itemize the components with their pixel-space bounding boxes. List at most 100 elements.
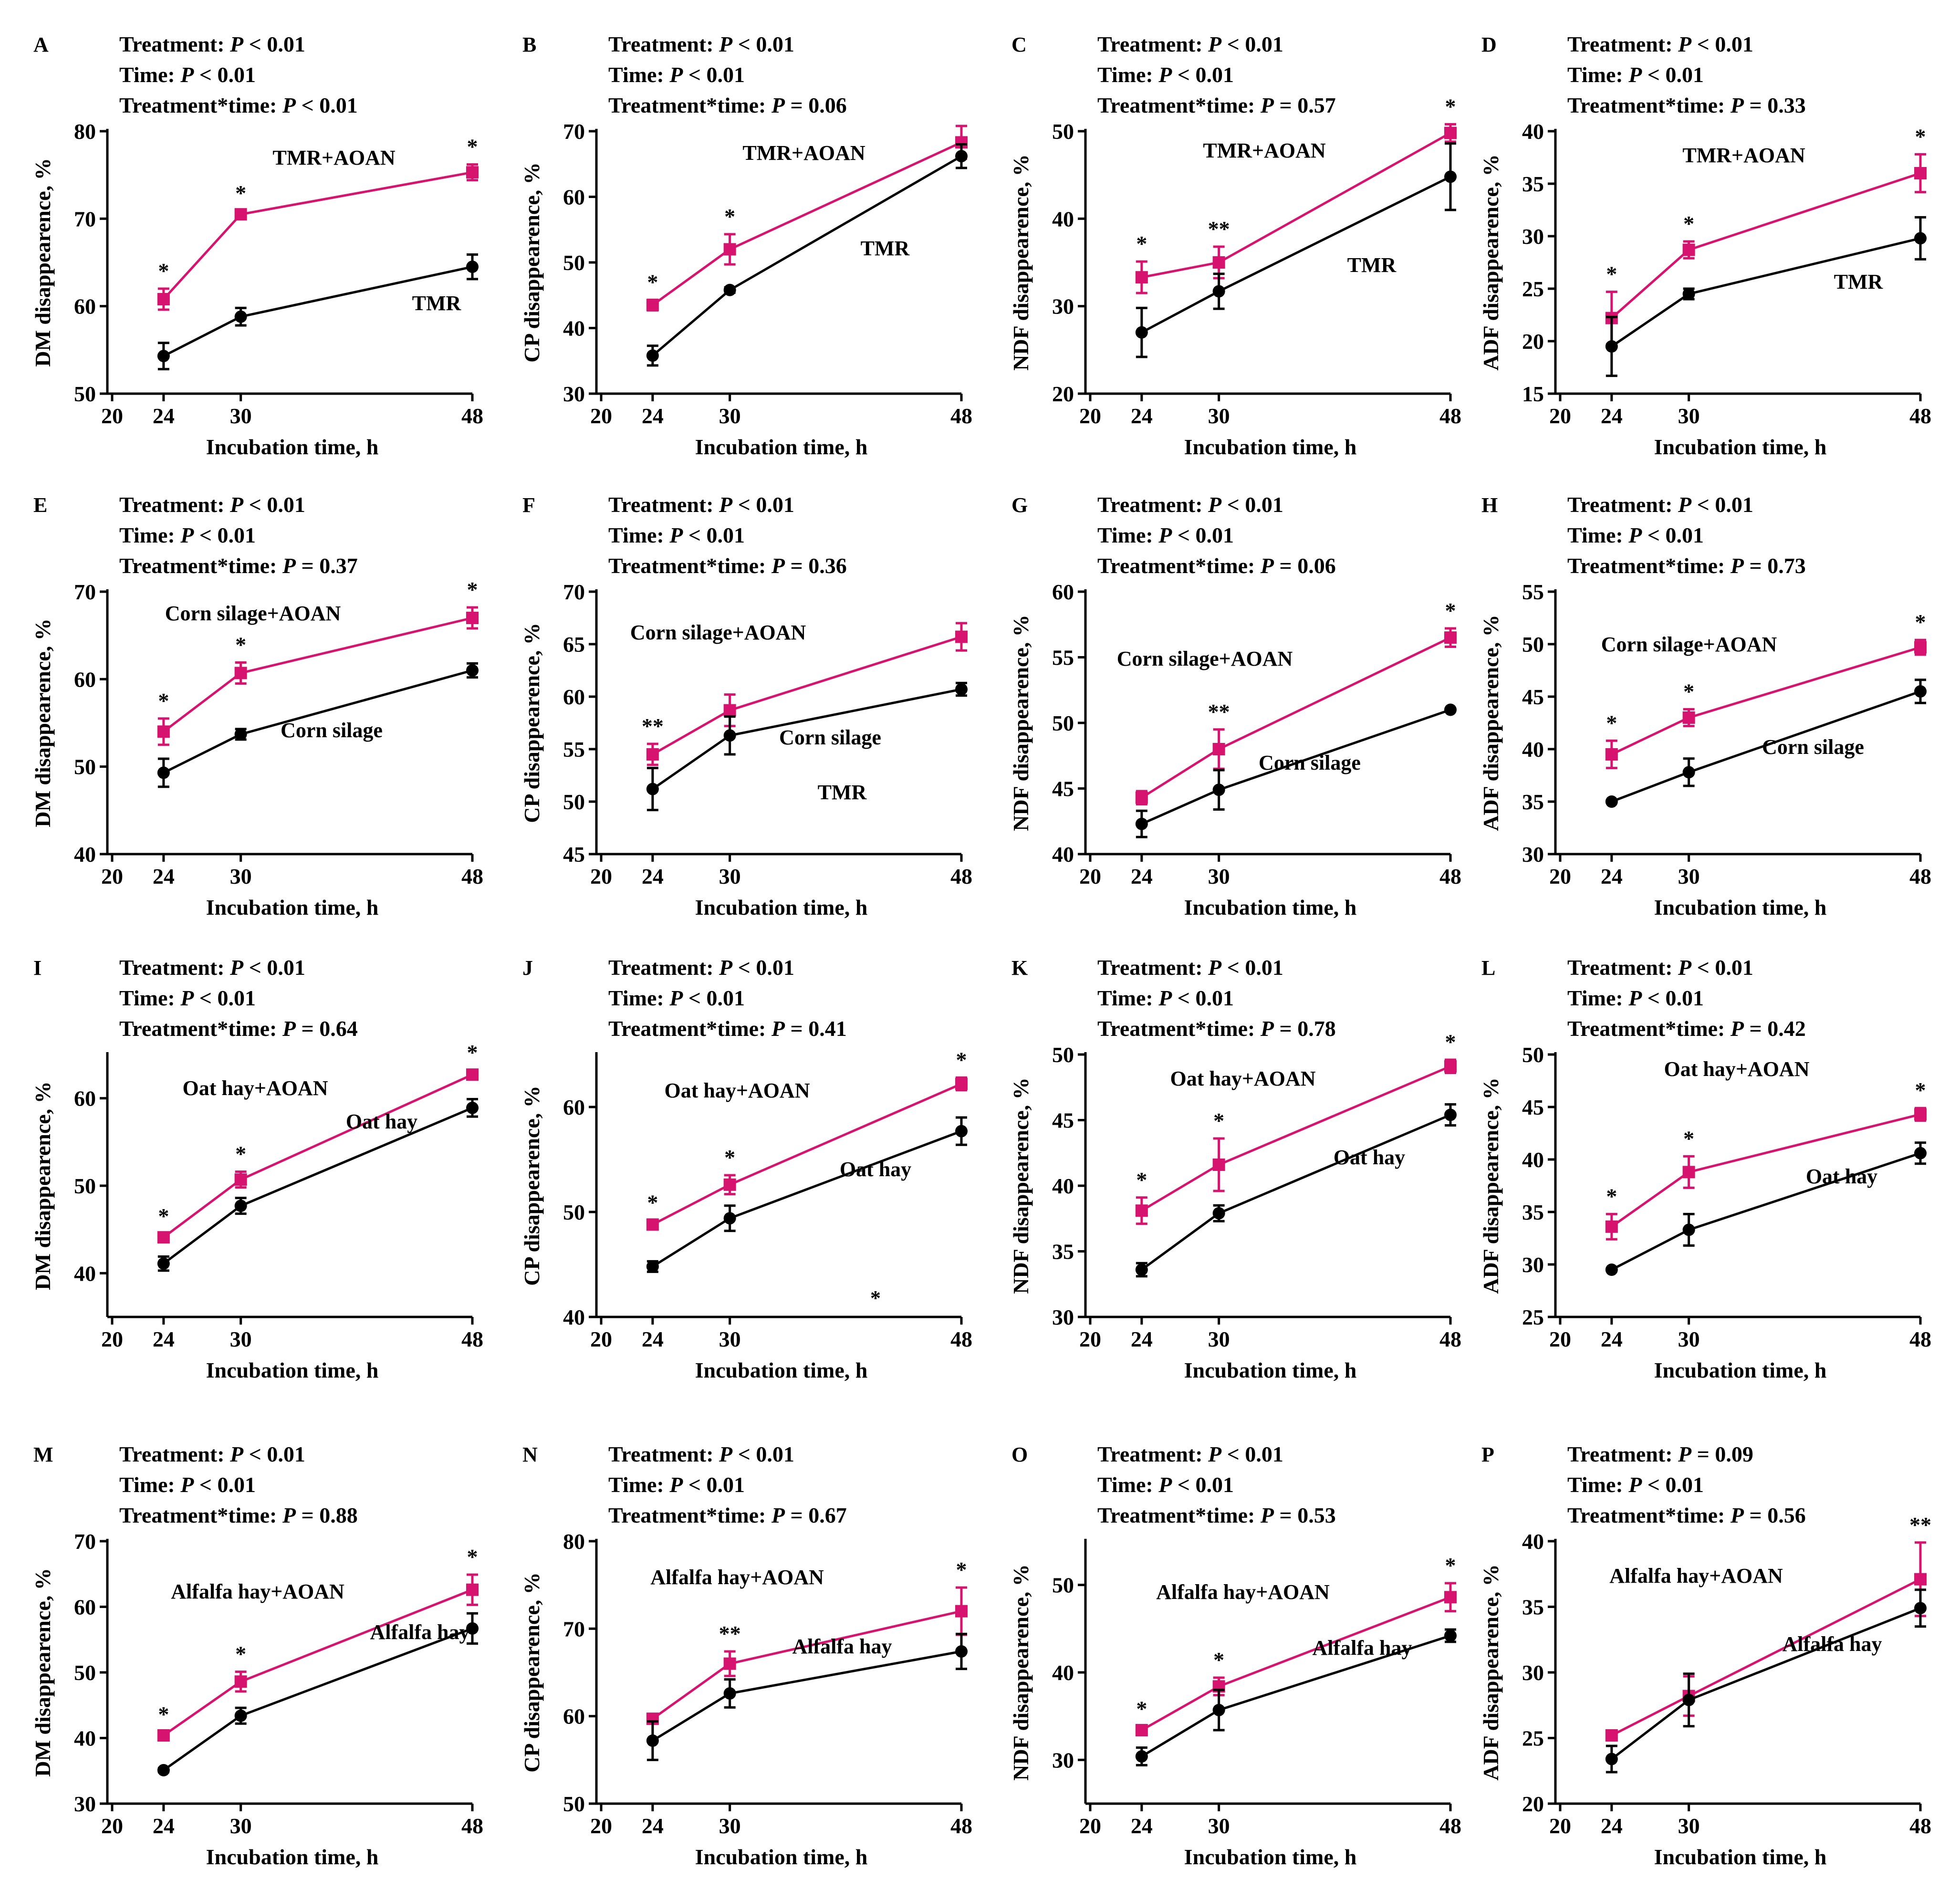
x-axis-label: Incubation time, h [695, 1358, 868, 1382]
stats-interaction: Treatment*time: P = 0.37 [119, 553, 358, 578]
y-axis-label: DM disappearence, % [31, 618, 55, 827]
stats-interaction: Treatment*time: P = 0.42 [1567, 1016, 1806, 1041]
marker-square [466, 166, 479, 179]
panel-b: B Treatment: P < 0.01 Time: P < 0.01 Treatm… [520, 32, 972, 459]
series-line-control [1611, 1607, 1921, 1760]
panel-letter: I [33, 956, 42, 980]
significance-mark: * [1213, 1108, 1224, 1133]
x-tick-label: 30 [719, 1327, 741, 1351]
significance-mark: * [1445, 94, 1456, 118]
stats-interaction: Treatment*time: P = 0.33 [1567, 93, 1806, 117]
y-tick-label: 30 [74, 1792, 96, 1816]
x-tick-label: 24 [1131, 1327, 1153, 1351]
stats-treatment: Treatment: P < 0.01 [119, 492, 305, 517]
x-tick-label: 48 [950, 404, 972, 428]
stats-treatment: Treatment: P < 0.01 [608, 955, 794, 980]
series-line-control [1141, 176, 1451, 334]
stats-interaction: Treatment*time: P = 0.56 [1567, 1503, 1806, 1527]
series-label-control: Alfalfa hay [1313, 1636, 1412, 1660]
marker-square [1682, 711, 1695, 724]
series-line-control [652, 155, 962, 357]
significance-mark: * [158, 689, 169, 713]
marker-circle [955, 683, 968, 696]
y-tick-label: 40 [1522, 119, 1544, 144]
marker-square [955, 1077, 968, 1090]
panel-p: P Treatment: P = 0.09 Time: P < 0.01 Treatm… [1479, 1442, 1931, 1869]
y-tick-label: 25 [1522, 277, 1544, 301]
panel-d: D Treatment: P < 0.01 Time: P < 0.01 Treatm… [1479, 32, 1931, 459]
y-tick-label: 80 [74, 119, 96, 144]
y-tick-label: 30 [1522, 1660, 1544, 1685]
series-line-aoan [652, 141, 962, 306]
stats-time: Time: P < 0.01 [119, 523, 256, 547]
marker-square [1212, 256, 1225, 269]
panel-letter: M [33, 1443, 53, 1466]
marker-circle [1682, 766, 1695, 779]
x-axis-label: Incubation time, h [695, 435, 868, 459]
stray-annotation: TMR [818, 781, 867, 804]
marker-square [466, 612, 479, 624]
stats-treatment: Treatment: P < 0.01 [119, 955, 305, 980]
y-tick-label: 55 [1522, 580, 1544, 604]
x-axis-label: Incubation time, h [1654, 1845, 1827, 1869]
x-tick-label: 20 [101, 404, 123, 428]
x-tick-label: 48 [1909, 404, 1931, 428]
series-label-aoan: Corn silage+AOAN [165, 602, 341, 625]
x-tick-label: 24 [1131, 1814, 1153, 1838]
x-tick-label: 24 [153, 1327, 175, 1351]
y-axis-label: DM disappearence, % [31, 1568, 55, 1776]
stats-treatment: Treatment: P < 0.01 [119, 32, 305, 56]
marker-circle [157, 1257, 170, 1270]
series-label-aoan: TMR+AOAN [1203, 139, 1326, 162]
x-axis-label: Incubation time, h [1654, 435, 1827, 459]
series-label-control: Corn silage [1259, 751, 1361, 774]
marker-square [955, 1605, 968, 1618]
x-tick-label: 20 [1079, 864, 1101, 888]
marker-square [646, 299, 659, 312]
significance-mark: ** [1909, 1513, 1931, 1537]
x-tick-label: 48 [1439, 1814, 1461, 1838]
y-tick-label: 35 [1522, 1200, 1544, 1224]
x-tick-label: 30 [719, 1814, 741, 1838]
stats-time: Time: P < 0.01 [119, 63, 256, 87]
stats-treatment: Treatment: P < 0.01 [1567, 955, 1753, 980]
stats-treatment: Treatment: P < 0.01 [1097, 492, 1283, 517]
marker-square [157, 1729, 170, 1742]
stats-time: Time: P < 0.01 [1097, 523, 1234, 547]
significance-mark: * [647, 1190, 658, 1215]
marker-circle [1914, 1147, 1927, 1159]
y-tick-label: 45 [1052, 777, 1074, 801]
marker-circle [1605, 1753, 1618, 1765]
marker-circle [1914, 232, 1927, 245]
y-axis-label: ADF disappearence, % [1479, 1077, 1503, 1294]
stats-treatment: Treatment: P < 0.01 [119, 1442, 305, 1466]
y-tick-label: 40 [74, 1726, 96, 1751]
series-label-control: Oat hay [840, 1158, 911, 1181]
significance-mark: * [1683, 211, 1694, 236]
x-tick-label: 30 [1208, 864, 1230, 888]
significance-mark: * [724, 1145, 735, 1170]
x-tick-label: 30 [1678, 864, 1700, 888]
x-axis-label: Incubation time, h [206, 435, 379, 459]
y-tick-label: 45 [563, 842, 585, 867]
x-tick-label: 24 [642, 1814, 664, 1838]
marker-circle [1682, 1693, 1695, 1706]
series-line-control [1141, 1114, 1451, 1271]
marker-circle [723, 283, 736, 296]
y-tick-label: 30 [1522, 842, 1544, 867]
panel-k: K Treatment: P < 0.01 Time: P < 0.01 Treatm… [1009, 955, 1461, 1382]
y-tick-label: 60 [563, 685, 585, 709]
y-axis-label: CP disappearence, % [520, 1086, 544, 1286]
series-label-control: Oat hay [346, 1110, 417, 1133]
marker-square [723, 1178, 736, 1191]
series-label-control: Corn silage [281, 719, 383, 742]
stats-time: Time: P < 0.01 [1567, 986, 1704, 1010]
panel-letter: N [522, 1443, 538, 1466]
stats-time: Time: P < 0.01 [608, 986, 745, 1010]
x-tick-label: 20 [101, 1814, 123, 1838]
series-label-control: TMR [412, 292, 462, 315]
marker-circle [1212, 285, 1225, 298]
marker-circle [234, 728, 247, 741]
marker-circle [646, 1734, 659, 1747]
